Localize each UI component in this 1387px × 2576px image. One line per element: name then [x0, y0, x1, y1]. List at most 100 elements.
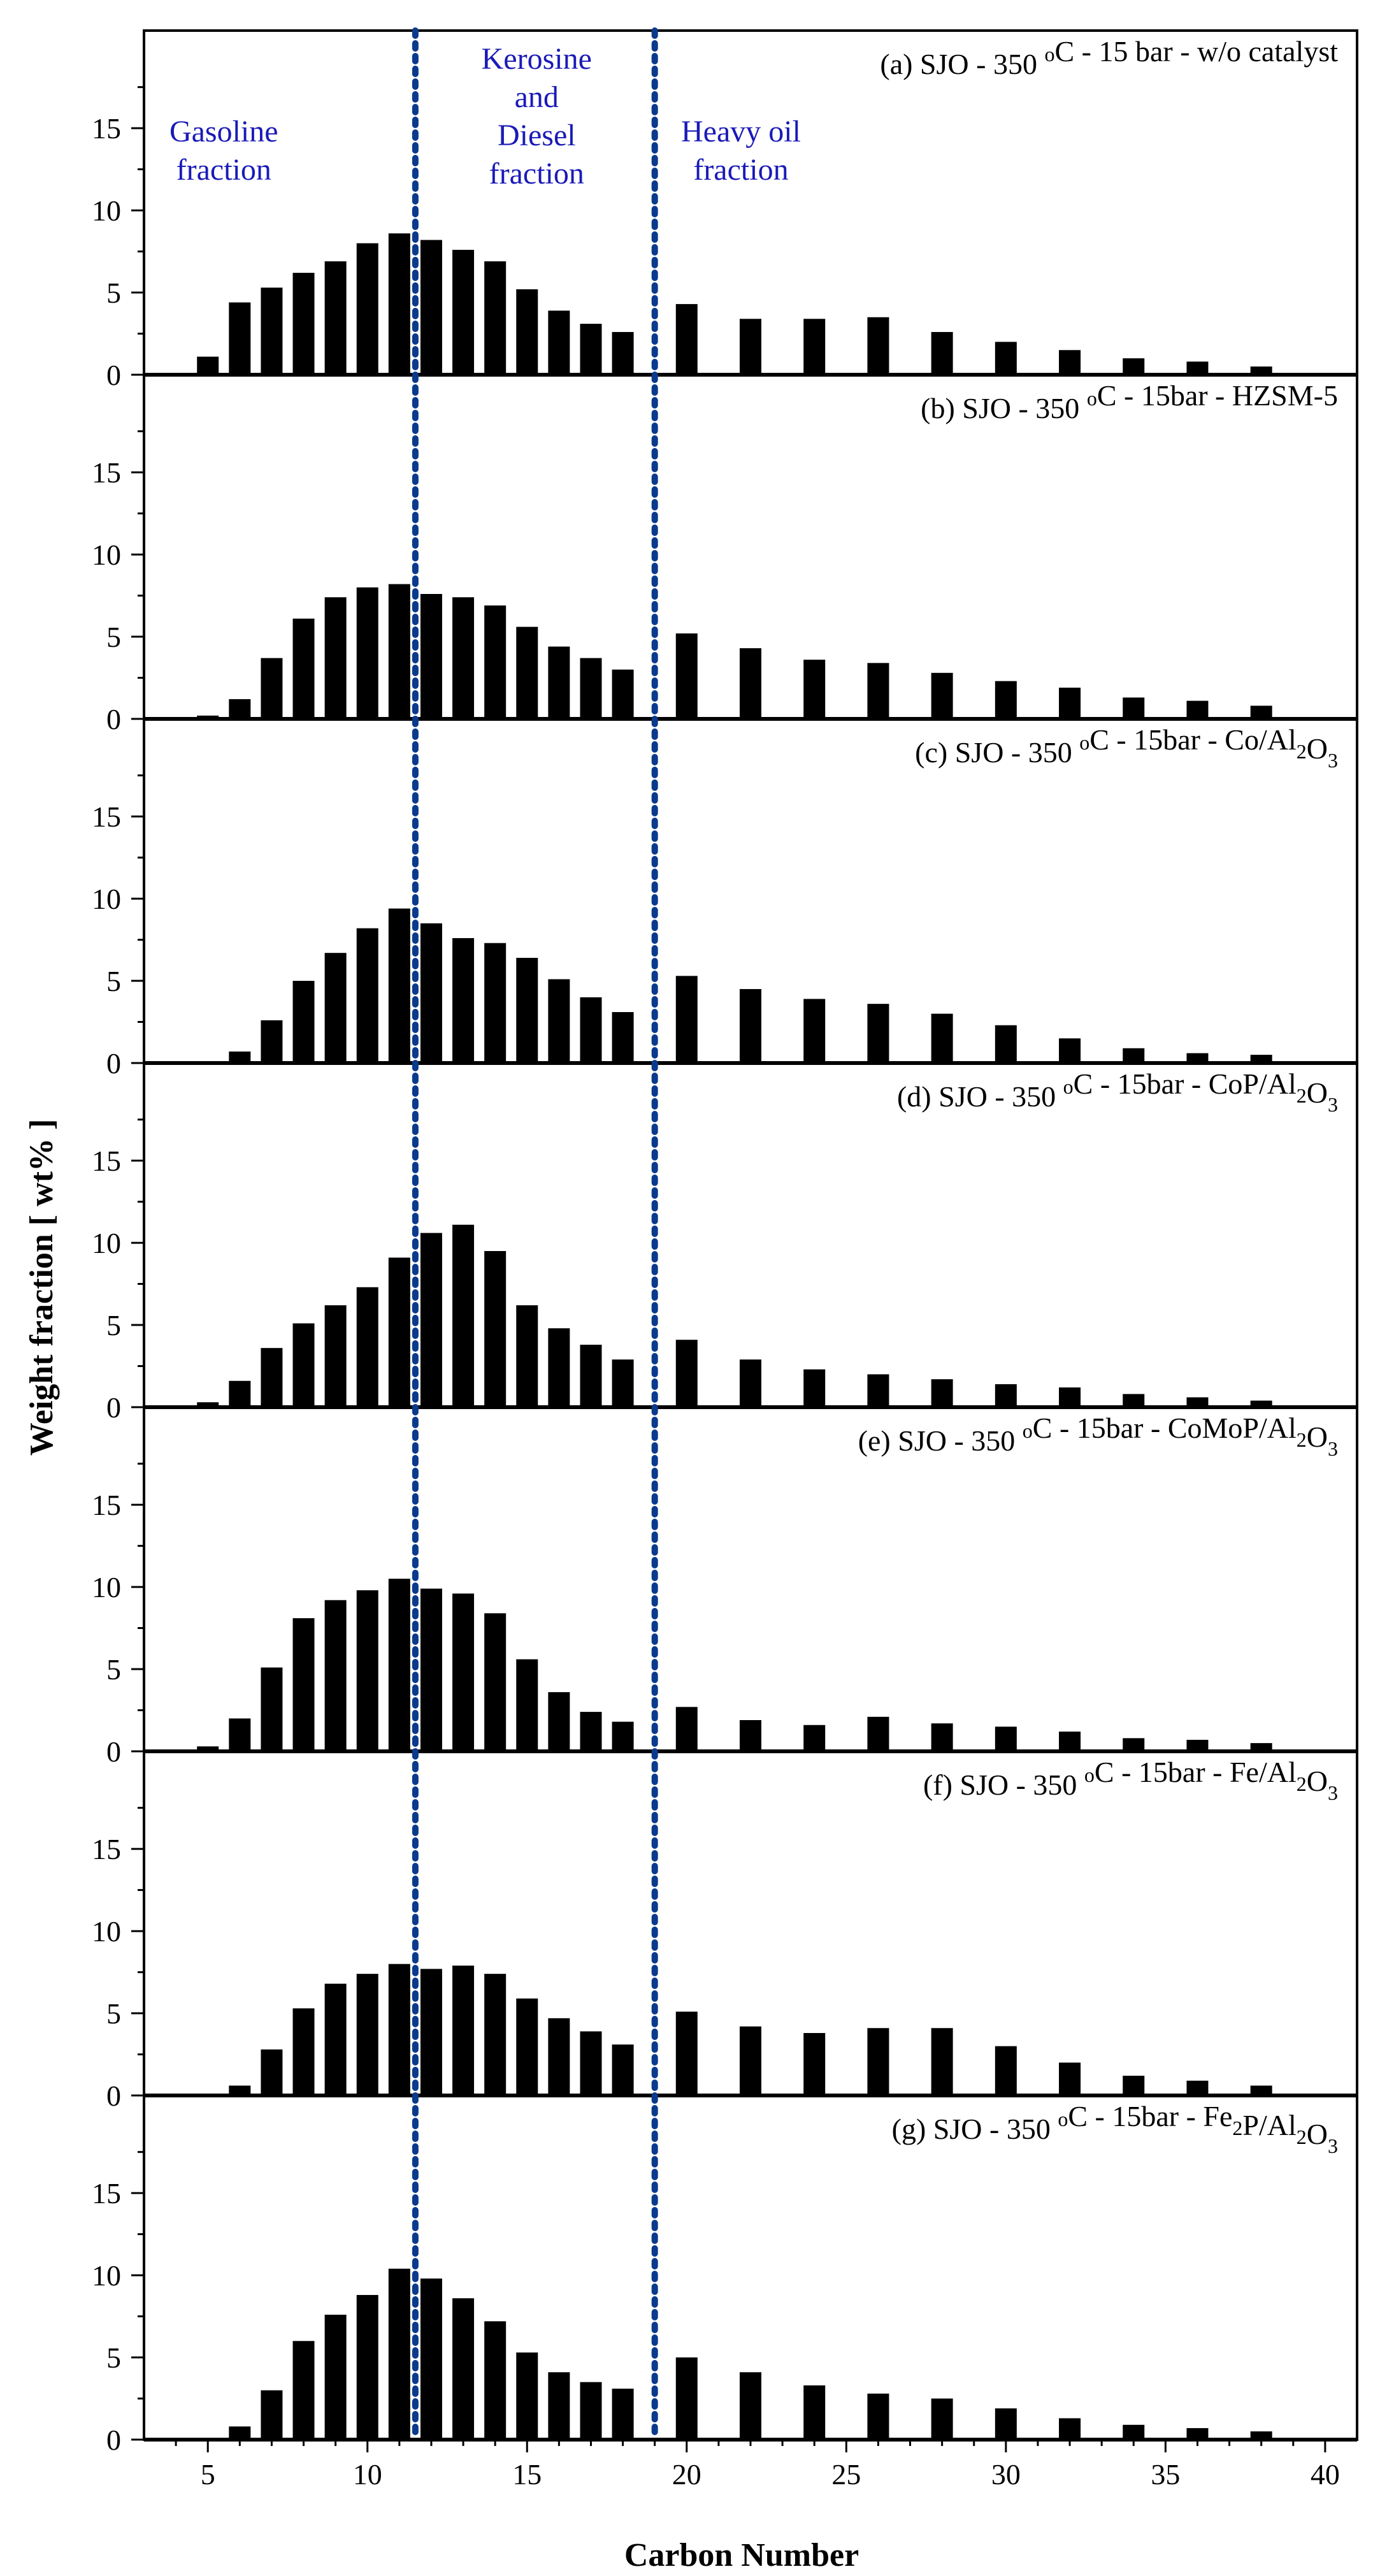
- bar-c6: [229, 1380, 251, 1407]
- bar-c17: [580, 997, 602, 1063]
- panel-d: 0 5 10 15 (d) SJO - 350 oC - 15bar - CoP/Al2…: [92, 1062, 1358, 1424]
- bar-c11: [388, 1257, 410, 1407]
- bar-c26: [867, 2028, 889, 2095]
- bar-c38: [1250, 706, 1272, 719]
- bar-c8: [292, 1323, 315, 1407]
- panel-title: (g) SJO - 350 oC - 15bar - Fe2P/Al2O3: [892, 2100, 1338, 2157]
- y-tick-label: 5: [106, 1997, 121, 2030]
- x-tick-label: 25: [831, 2458, 861, 2491]
- bar-c32: [1059, 1038, 1081, 1063]
- y-tick-label: 15: [92, 456, 121, 489]
- bar-c10: [356, 1974, 378, 2095]
- bar-c36: [1186, 361, 1209, 375]
- bar-c17: [580, 324, 602, 375]
- bar-c14: [484, 2321, 507, 2440]
- bar-c13: [452, 1593, 475, 1751]
- bar-c14: [484, 261, 507, 375]
- y-tick-label: 5: [106, 965, 121, 997]
- bar-c22: [740, 2372, 761, 2440]
- panel-c: 0 5 10 15 (c) SJO - 350 oC - 15bar - Co/Al2O…: [92, 718, 1358, 1080]
- bar-c22: [740, 2026, 761, 2095]
- bar-c7: [261, 2390, 283, 2440]
- bar-c13: [452, 2298, 475, 2440]
- bar-c24: [803, 1369, 826, 1407]
- bar-c28: [931, 1379, 953, 1407]
- bar-c17: [580, 1345, 602, 1407]
- bar-c34: [1123, 2076, 1145, 2095]
- bar-c7: [261, 1348, 283, 1407]
- bar-c38: [1250, 366, 1272, 375]
- bar-c22: [740, 1359, 761, 1407]
- x-tick-label: 15: [512, 2458, 542, 2491]
- y-tick-label: 0: [106, 1047, 121, 1080]
- bar-c28: [931, 1723, 953, 1751]
- y-tick-label: 0: [106, 359, 121, 391]
- bar-c10: [356, 928, 378, 1063]
- panel-title: (e) SJO - 350 oC - 15bar - CoMoP/Al2O3: [858, 1412, 1338, 1460]
- bar-c13: [452, 597, 475, 719]
- bar-c20: [675, 1707, 698, 1751]
- bar-c16: [548, 646, 570, 719]
- bar-c14: [484, 605, 507, 719]
- bar-c7: [261, 287, 283, 375]
- y-tick-label: 15: [92, 112, 121, 145]
- bar-c14: [484, 1613, 507, 1751]
- bar-c20: [675, 1340, 698, 1407]
- bar-c10: [356, 1590, 378, 1751]
- bar-c22: [740, 1720, 761, 1751]
- bar-c36: [1186, 1397, 1209, 1407]
- panel-title: (a) SJO - 350 oC - 15 bar - w/o catalyst: [880, 35, 1338, 80]
- bar-c36: [1186, 700, 1209, 719]
- panel-g: 0 5 10 15 (g) SJO - 350 oC - 15bar - Fe2P/Al…: [92, 2094, 1358, 2456]
- bar-c13: [452, 938, 475, 1063]
- bar-c12: [420, 1588, 442, 1751]
- y-tick-label: 10: [92, 1571, 121, 1603]
- bar-c28: [931, 331, 953, 375]
- bar-c15: [516, 957, 538, 1063]
- bar-c6: [229, 302, 251, 375]
- bar-c7: [261, 658, 283, 719]
- bar-c26: [867, 317, 889, 375]
- bar-c30: [995, 342, 1017, 375]
- bar-c10: [356, 1287, 378, 1407]
- x-axis: 5 10 15 20 25 30 35 40: [175, 2440, 1340, 2491]
- bar-c15: [516, 626, 538, 719]
- x-tick-label: 5: [201, 2458, 215, 2491]
- bar-c14: [484, 943, 507, 1063]
- bar-c16: [548, 2372, 570, 2440]
- bar-c12: [420, 594, 442, 719]
- bar-c22: [740, 988, 761, 1063]
- bar-c5: [197, 1402, 219, 1407]
- bar-c11: [388, 1964, 410, 2095]
- y-tick-label: 0: [106, 1735, 121, 1768]
- bar-c26: [867, 1716, 889, 1751]
- bar-c9: [324, 1983, 347, 2095]
- y-tick-label: 0: [106, 2080, 121, 2112]
- bar-c18: [612, 1721, 634, 1751]
- bar-c6: [229, 2085, 251, 2095]
- bar-c9: [324, 953, 347, 1063]
- bar-c7: [261, 1667, 283, 1751]
- bar-c9: [324, 597, 347, 719]
- panel-e: 0 5 10 15 (e) SJO - 350 oC - 15bar - CoMoP/A…: [92, 1406, 1358, 1768]
- bar-c24: [803, 2385, 826, 2440]
- bar-c34: [1123, 1738, 1145, 1751]
- y-tick-label: 15: [92, 1145, 121, 1177]
- x-tick-label: 10: [353, 2458, 382, 2491]
- y-tick-label: 0: [106, 703, 121, 735]
- bar-c36: [1186, 2428, 1209, 2440]
- bar-c6: [229, 1051, 251, 1063]
- bar-c30: [995, 1025, 1017, 1063]
- bar-c24: [803, 319, 826, 375]
- bar-c30: [995, 1726, 1017, 1751]
- bar-c18: [612, 1012, 634, 1063]
- y-tick-label: 5: [106, 1653, 121, 1686]
- bar-c12: [420, 923, 442, 1063]
- y-tick-label: 0: [106, 2424, 121, 2456]
- panel-title: (b) SJO - 350 oC - 15bar - HZSM-5: [921, 379, 1338, 424]
- bar-c18: [612, 331, 634, 375]
- bar-c16: [548, 1692, 570, 1751]
- bar-c24: [803, 999, 826, 1063]
- y-tick-label: 10: [92, 2259, 121, 2292]
- panel-a: 0 5 10 15 (a) SJO - 350 oC - 15 bar - w/o ca…: [92, 29, 1358, 391]
